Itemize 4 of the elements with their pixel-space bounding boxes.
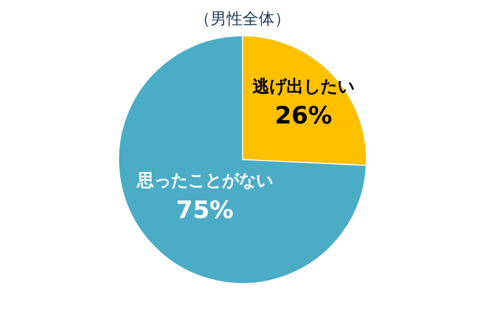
- data-label: 26%: [274, 102, 332, 130]
- chart-title: （男性全体）: [194, 8, 290, 28]
- data-label: 75%: [176, 196, 234, 224]
- slice-label: 思ったことがない: [136, 170, 273, 191]
